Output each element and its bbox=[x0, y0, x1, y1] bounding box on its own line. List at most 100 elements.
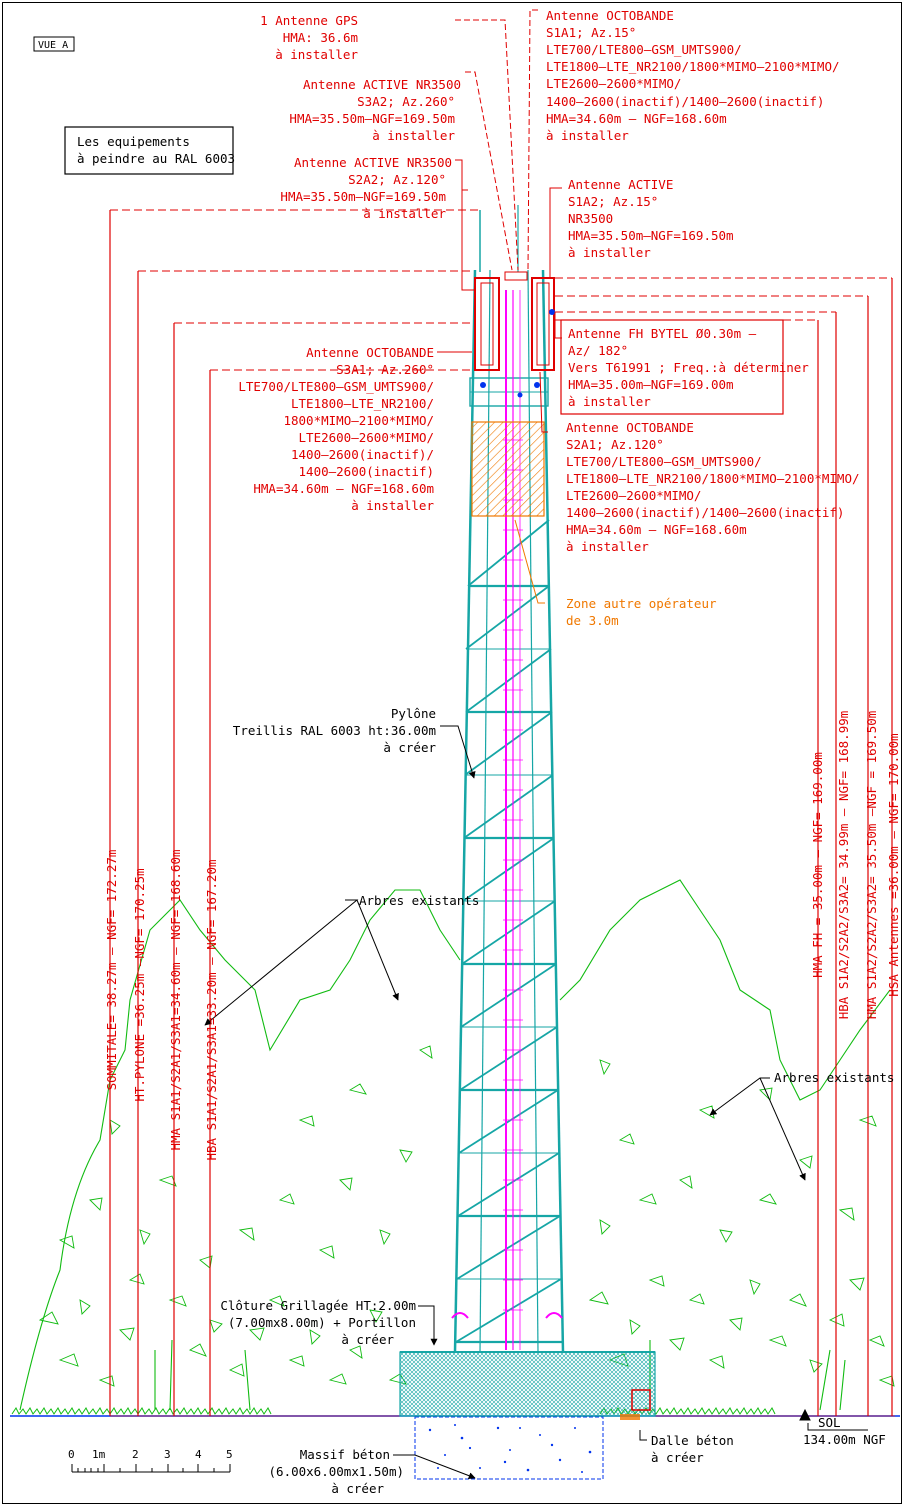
fh-line-3: Vers T61991 ; Freq.:à déterminer bbox=[568, 360, 809, 375]
active-s1a2-line-5: à installer bbox=[568, 245, 651, 260]
massif-line-2: (6.00x6.00mx1.50m) bbox=[269, 1464, 404, 1479]
dalle-line-2: à créer bbox=[651, 1450, 704, 1465]
operator-zone bbox=[471, 421, 545, 517]
octo-s3a1-line-9: HMA=34.60m – NGF=168.60m bbox=[253, 481, 434, 496]
arbres-left: Arbres existants bbox=[359, 893, 479, 908]
antennas bbox=[474, 271, 555, 371]
nr3500-s3a2-line-4: à installer bbox=[372, 128, 455, 143]
fh-line-1: Antenne FH BYTEL Ø0.30m – bbox=[568, 326, 757, 341]
grass-left bbox=[11, 1407, 272, 1415]
callout-leaders bbox=[437, 9, 562, 433]
gps-line-2: HMA: 36.6m bbox=[283, 30, 358, 45]
nr3500-s2a2-line-2: S2A2; Az.120° bbox=[348, 172, 446, 187]
nr3500-s2a2-line-4: à installer bbox=[363, 206, 446, 221]
scale-2: 2 bbox=[132, 1448, 139, 1461]
octo-s3a1-line-1: Antenne OCTOBANDE bbox=[306, 345, 434, 360]
octo-s2a1-line-8: à installer bbox=[566, 539, 649, 554]
note-line-1: Les equipements bbox=[77, 134, 190, 149]
octo-s2a1-line-4: LTE1800–LTE_NR2100/1800*MIMO–2100*MIMO/ bbox=[566, 471, 860, 486]
blue-brackets bbox=[480, 309, 555, 398]
gps-line-3: à installer bbox=[275, 47, 358, 62]
zone-line-1: Zone autre opérateur bbox=[566, 596, 717, 611]
octo-s2a1-line-6: 1400–2600(inactif)/1400–2600(inactif) bbox=[566, 505, 844, 520]
octo-s3a1-line-10: à installer bbox=[351, 498, 434, 513]
active-s1a2-line-3: NR3500 bbox=[568, 211, 613, 226]
gps-line-1: 1 Antenne GPS bbox=[260, 13, 358, 28]
massif-line-3: à créer bbox=[331, 1481, 384, 1496]
octo-s1a1-line-5: LTE2600–2600*MIMO/ bbox=[546, 76, 681, 91]
scale-4: 4 bbox=[195, 1448, 202, 1461]
cloture-line-2: (7.00mx8.00m) + Portillon bbox=[228, 1315, 416, 1330]
scale-0: 0 bbox=[68, 1448, 75, 1461]
cloture-line-3: à créer bbox=[341, 1332, 394, 1347]
octo-s3a1-line-3: LTE700/LTE800–GSM_UMTS900/ bbox=[238, 379, 434, 394]
octo-s1a1-line-2: S1A1; Az.15° bbox=[546, 25, 636, 40]
octo-s3a1-line-4: LTE1800–LTE_NR2100/ bbox=[291, 396, 434, 411]
fh-callout-box bbox=[560, 319, 784, 415]
view-label-box bbox=[33, 36, 75, 52]
fh-line-5: à installer bbox=[568, 394, 651, 409]
active-s1a2-line-4: HMA=35.50m–NGF=169.50m bbox=[568, 228, 734, 243]
octo-s2a1-line-3: LTE700/LTE800–GSM_UMTS900/ bbox=[566, 454, 762, 469]
note-line-2: à peindre au RAL 6003 bbox=[77, 151, 235, 166]
octo-s2a1-line-1: Antenne OCTOBANDE bbox=[566, 420, 694, 435]
dalle-line-1: Dalle béton bbox=[651, 1433, 734, 1448]
sol-line-2: 134.00m NGF bbox=[803, 1432, 886, 1447]
fh-line-4: HMA=35.00m–NGF=169.00m bbox=[568, 377, 734, 392]
massif-line-1: Massif béton bbox=[300, 1447, 390, 1462]
active-s1a2-line-2: S1A2; Az.15° bbox=[568, 194, 658, 209]
scale-1: 1m bbox=[92, 1448, 106, 1461]
octo-s1a1-line-1: Antenne OCTOBANDE bbox=[546, 8, 674, 23]
dim-sommitale: SOMMITALE= 38.27m – NGF= 172.27m bbox=[104, 850, 119, 1091]
scale-3: 3 bbox=[164, 1448, 171, 1461]
nr3500-s3a2-line-1: Antenne ACTIVE NR3500 bbox=[303, 77, 461, 92]
octo-s1a1-line-7: HMA=34.60m – NGF=168.60m bbox=[546, 111, 727, 126]
concrete-speckles bbox=[428, 1424, 592, 1473]
dimension-verticals bbox=[109, 210, 893, 1416]
callout-gps: 1 Antenne GPS HMA: 36.6m à installer bbox=[260, 13, 358, 62]
dim-hma-a1: HMA S1A1/S2A1/S3A1=34.60m – NGF= 168.60m bbox=[168, 849, 183, 1150]
nr3500-s2a2-line-1: Antenne ACTIVE NR3500 bbox=[294, 155, 452, 170]
octo-s2a1-line-2: S2A1; Az.120° bbox=[566, 437, 664, 452]
concrete-foundation bbox=[414, 1416, 604, 1480]
sol-line-1: SOL bbox=[818, 1415, 841, 1430]
octo-s3a1-line-5: 1800*MIMO–2100*MIMO/ bbox=[283, 413, 434, 428]
black-leaders bbox=[204, 725, 868, 1480]
scale-bar bbox=[71, 1464, 231, 1473]
pylone-line-3: à créer bbox=[383, 740, 436, 755]
octo-s1a1-line-3: LTE700/LTE800–GSM_UMTS900/ bbox=[546, 42, 742, 57]
arbres-right: Arbres existants bbox=[774, 1070, 894, 1085]
dim-hsa: HSA Antennes =36.00m – NGF= 170.00m bbox=[886, 733, 901, 996]
octo-s1a1-line-8: à installer bbox=[546, 128, 629, 143]
dim-ht-pylone: HT.PYLONE =36.25m –NGF= 170.25m bbox=[132, 868, 147, 1101]
octo-s1a1-line-6: 1400–2600(inactif)/1400–2600(inactif) bbox=[546, 94, 824, 109]
fence bbox=[399, 1351, 656, 1417]
note-box bbox=[64, 126, 234, 175]
octo-s1a1-line-4: LTE1800–LTE_NR2100/1800*MIMO–2100*MIMO/ bbox=[546, 59, 840, 74]
octo-s3a1-line-2: S3A1; Az.260° bbox=[336, 362, 434, 377]
octo-s2a1-line-7: HMA=34.60m – NGF=168.60m bbox=[566, 522, 747, 537]
dim-hba-a1: HBA S1A1/S2A1/S3A1=33.20m – NGF= 167.20m bbox=[204, 859, 219, 1160]
pylone-line-1: Pylône bbox=[391, 706, 436, 721]
octo-s3a1-line-6: LTE2600–2600*MIMO/ bbox=[299, 430, 434, 445]
trees bbox=[19, 879, 895, 1411]
dim-hba-a2: HBA S1A2/S2A2/S3A2= 34.99m – NGF= 168.99… bbox=[836, 711, 851, 1020]
nr3500-s3a2-line-3: HMA=35.50m–NGF=169.50m bbox=[289, 111, 455, 126]
octo-s2a1-line-5: LTE2600–2600*MIMO/ bbox=[566, 488, 701, 503]
dalle-marker bbox=[631, 1389, 651, 1411]
active-s1a2-line-1: Antenne ACTIVE bbox=[568, 177, 673, 192]
cloture-line-1: Clôture Grillagée HT:2.00m bbox=[220, 1298, 416, 1313]
octo-s3a1-line-7: 1400–2600(inactif)/ bbox=[291, 447, 434, 462]
scale-5: 5 bbox=[226, 1448, 233, 1461]
dim-hma-fh: HMA FH = 35.00m – NGF= 169.00m bbox=[810, 752, 825, 978]
view-label: VUE A bbox=[38, 40, 68, 51]
level-lines bbox=[110, 209, 892, 371]
nr3500-s3a2-line-2: S3A2; Az.260° bbox=[357, 94, 455, 109]
pylone-line-2: Treillis RAL 6003 ht:36.00m bbox=[233, 723, 436, 738]
zone-line-2: de 3.0m bbox=[566, 613, 619, 628]
dim-hma-a2: HMA S1A2/S2A2/S3A2= 35.50m –NGF = 169.50… bbox=[864, 711, 879, 1020]
fh-line-2: Az/ 182° bbox=[568, 343, 628, 358]
ladder-rungs bbox=[503, 439, 523, 1311]
